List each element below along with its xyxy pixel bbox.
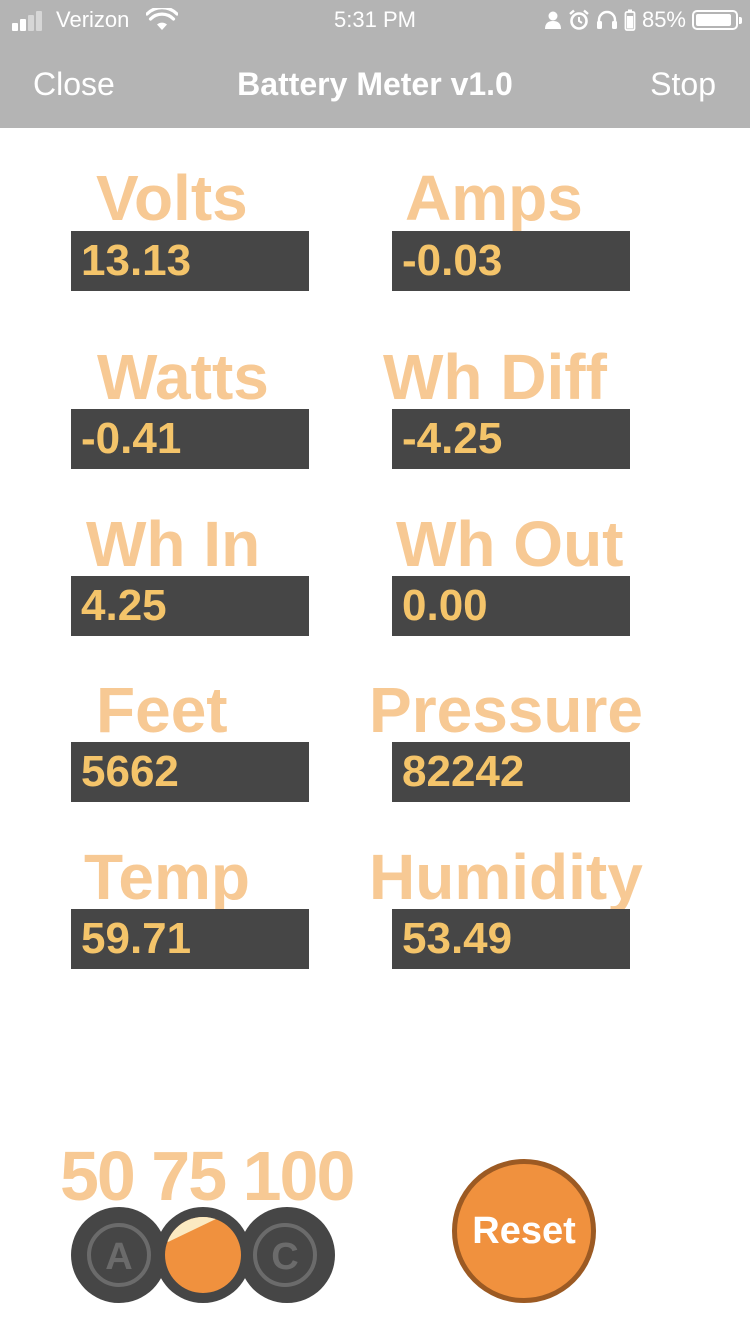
selector-option-c-label: C — [271, 1236, 298, 1278]
selector-option-middle[interactable] — [155, 1207, 251, 1303]
device-battery-icon — [624, 9, 636, 31]
headphones-icon — [596, 10, 617, 29]
battery-icon — [692, 10, 742, 30]
feet-label: Feet — [96, 674, 228, 746]
wh-diff-label: Wh Diff — [383, 341, 607, 413]
abc-selector: C A — [71, 1207, 335, 1303]
signal-strength-icon — [12, 11, 50, 31]
wh-out-value: 0.00 — [392, 576, 630, 636]
amps-value: -0.03 — [392, 231, 630, 291]
watts-value: -0.41 — [71, 409, 309, 469]
scale-labels: 50 75 100 — [60, 1137, 355, 1215]
person-icon — [544, 11, 561, 29]
wh-out-label: Wh Out — [396, 508, 624, 580]
humidity-label: Humidity — [369, 841, 643, 913]
wh-diff-value: -4.25 — [392, 409, 630, 469]
nav-bar: Close Battery Meter v1.0 Stop — [0, 40, 750, 128]
wh-in-value: 4.25 — [71, 576, 309, 636]
battery-percent: 85% — [641, 7, 686, 32]
status-bar: Verizon 5:31 PM 85% — [0, 0, 750, 40]
humidity-value: 53.49 — [392, 909, 630, 969]
carrier-name: Verizon — [56, 7, 130, 32]
alarm-icon — [569, 9, 589, 30]
reset-button[interactable]: Reset — [452, 1159, 596, 1303]
wifi-icon — [146, 8, 178, 30]
status-icons: 85% — [544, 7, 742, 33]
stop-button[interactable]: Stop — [650, 66, 716, 102]
pressure-label: Pressure — [369, 674, 643, 746]
volts-label: Volts — [96, 162, 248, 234]
selector-option-a-label: A — [105, 1236, 132, 1278]
wh-in-label: Wh In — [86, 508, 261, 580]
selector-option-c[interactable]: C — [239, 1207, 335, 1303]
amps-label: Amps — [405, 162, 583, 234]
temp-value: 59.71 — [71, 909, 309, 969]
temp-label: Temp — [84, 841, 250, 913]
close-button[interactable]: Close — [33, 66, 115, 102]
feet-value: 5662 — [71, 742, 309, 802]
volts-value: 13.13 — [71, 231, 309, 291]
pressure-value: 82242 — [392, 742, 630, 802]
selector-option-a[interactable]: A — [71, 1207, 167, 1303]
watts-label: Watts — [97, 341, 269, 413]
